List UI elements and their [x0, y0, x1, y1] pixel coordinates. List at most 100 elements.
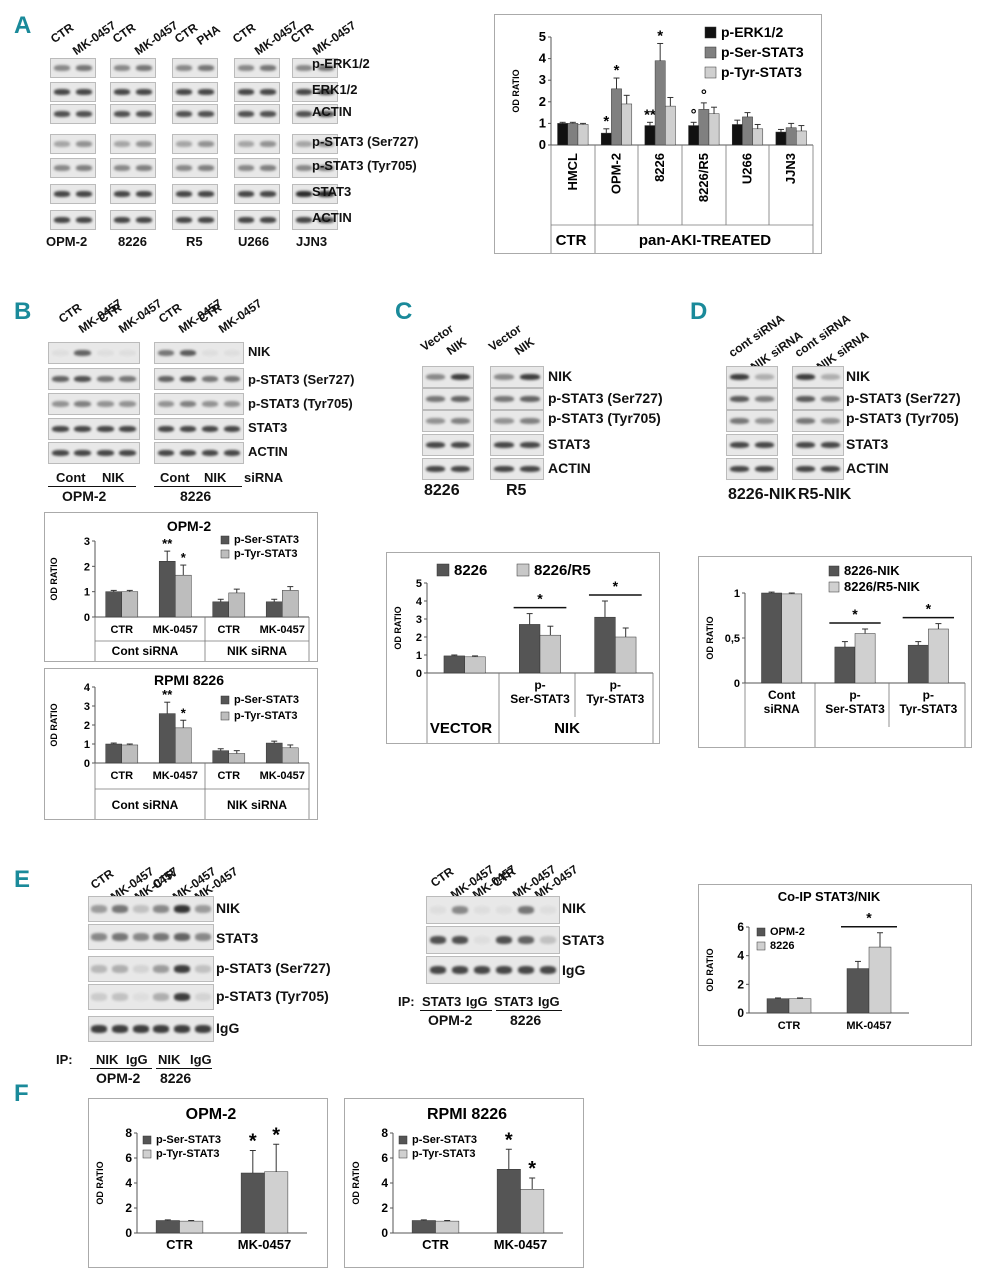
- ip-group: STAT3: [422, 994, 462, 1009]
- bar: [464, 656, 486, 674]
- category-label: MK-0457: [153, 770, 198, 782]
- blot-band: [179, 376, 197, 382]
- blot-band: [796, 374, 815, 380]
- y-tick-label: 2: [381, 1201, 388, 1215]
- blot-label: p-STAT3 (Tyr705): [216, 988, 329, 1004]
- blot-label: ACTIN: [846, 460, 889, 476]
- divider: [420, 1010, 492, 1011]
- blot-band: [237, 217, 255, 223]
- category-label: p-: [610, 678, 621, 692]
- cell-label: OPM-2: [96, 1070, 141, 1086]
- bar: [644, 125, 656, 146]
- bar: [105, 743, 122, 764]
- blot-strip: [490, 434, 544, 456]
- blot-strip: [426, 896, 560, 924]
- blot-label: STAT3: [548, 436, 591, 452]
- y-tick-label: 1: [84, 739, 90, 751]
- legend-swatch: [704, 66, 717, 79]
- significance-mark: °: [691, 106, 697, 123]
- blot-label: p-ERK1/2: [312, 56, 370, 71]
- blot-band: [96, 450, 114, 456]
- blot-strip: [234, 158, 280, 178]
- significance-mark: °: [701, 87, 707, 104]
- blot-band: [53, 111, 71, 117]
- blot-strip: [422, 434, 474, 456]
- bar: [654, 60, 666, 146]
- blot-strip: [422, 458, 474, 480]
- blot-band: [51, 426, 69, 432]
- blot-band: [295, 165, 313, 171]
- blot-band: [75, 165, 93, 171]
- group-label: VECTOR: [430, 720, 492, 737]
- divider: [48, 486, 136, 487]
- group-label: pan-AKI-TREATED: [639, 232, 771, 249]
- y-tick-label: 2: [539, 94, 546, 109]
- blot-strip: [234, 58, 280, 78]
- blot-band: [112, 965, 128, 973]
- cell-label: 8226: [180, 488, 212, 504]
- blot-band: [197, 165, 215, 171]
- cell-label: OPM-2: [62, 488, 107, 504]
- bar: [868, 946, 892, 1014]
- significance-mark: *: [249, 1131, 257, 1153]
- blot-strip: [292, 58, 338, 78]
- panel-label-f: F: [14, 1080, 29, 1107]
- legend-swatch: [516, 563, 530, 577]
- y-tick-label: 6: [381, 1151, 388, 1165]
- y-tick-label: 8: [381, 1126, 388, 1140]
- significance-mark: **: [644, 106, 656, 123]
- legend-swatch: [220, 535, 230, 545]
- category-label: HMCL: [565, 153, 580, 191]
- legend-swatch: [756, 941, 766, 951]
- y-tick-label: 4: [737, 949, 744, 963]
- blot-strip: [292, 184, 338, 204]
- bar: [411, 1220, 436, 1234]
- blot-band: [119, 350, 137, 356]
- blot-band: [119, 376, 137, 382]
- blot-band: [91, 993, 108, 1001]
- blot-label: STAT3: [846, 436, 889, 452]
- category-label: CTR: [217, 770, 240, 782]
- blot-strip: [110, 58, 156, 78]
- blot-band: [96, 376, 114, 382]
- category-label: MK-0457: [238, 1237, 291, 1252]
- blot-label: STAT3: [248, 420, 288, 435]
- group-label: Cont: [56, 470, 86, 485]
- bar: [594, 616, 616, 674]
- blot-band: [194, 933, 211, 941]
- significance-mark: *: [505, 1129, 513, 1151]
- bar: [228, 592, 246, 618]
- blot-band: [755, 396, 774, 402]
- y-tick-label: 0: [84, 758, 90, 770]
- category-label: MK-0457: [260, 624, 305, 636]
- y-tick-label: 0: [381, 1226, 388, 1240]
- blot-band: [179, 401, 197, 407]
- significance-mark: *: [181, 705, 187, 720]
- chart-title: OPM-2: [167, 518, 212, 534]
- blot-band: [153, 993, 170, 1001]
- significance-mark: *: [537, 591, 543, 607]
- blot-band: [473, 906, 491, 914]
- blot-band: [517, 906, 535, 914]
- blot-band: [755, 374, 774, 380]
- blot-band: [175, 217, 193, 223]
- blot-band: [259, 111, 277, 117]
- blot-strip: [792, 388, 844, 410]
- ip-group: IgG: [538, 994, 560, 1009]
- blot-band: [75, 65, 93, 71]
- bar: [846, 968, 870, 1014]
- legend-label: 8226: [454, 562, 487, 579]
- y-tick-label: 6: [125, 1151, 132, 1165]
- blot-band: [520, 396, 540, 402]
- blot-band: [119, 426, 137, 432]
- blot-strip: [50, 104, 96, 124]
- blot-strip: [48, 393, 140, 415]
- blot-strip: [110, 158, 156, 178]
- category-label: p-: [923, 688, 934, 702]
- category-label: CTR: [110, 624, 133, 636]
- blot-strip: [792, 410, 844, 432]
- blot-strip: [88, 924, 214, 950]
- y-axis-label: OD RATIO: [351, 1161, 361, 1204]
- blot-band: [473, 966, 491, 974]
- group-label: Cont: [160, 470, 190, 485]
